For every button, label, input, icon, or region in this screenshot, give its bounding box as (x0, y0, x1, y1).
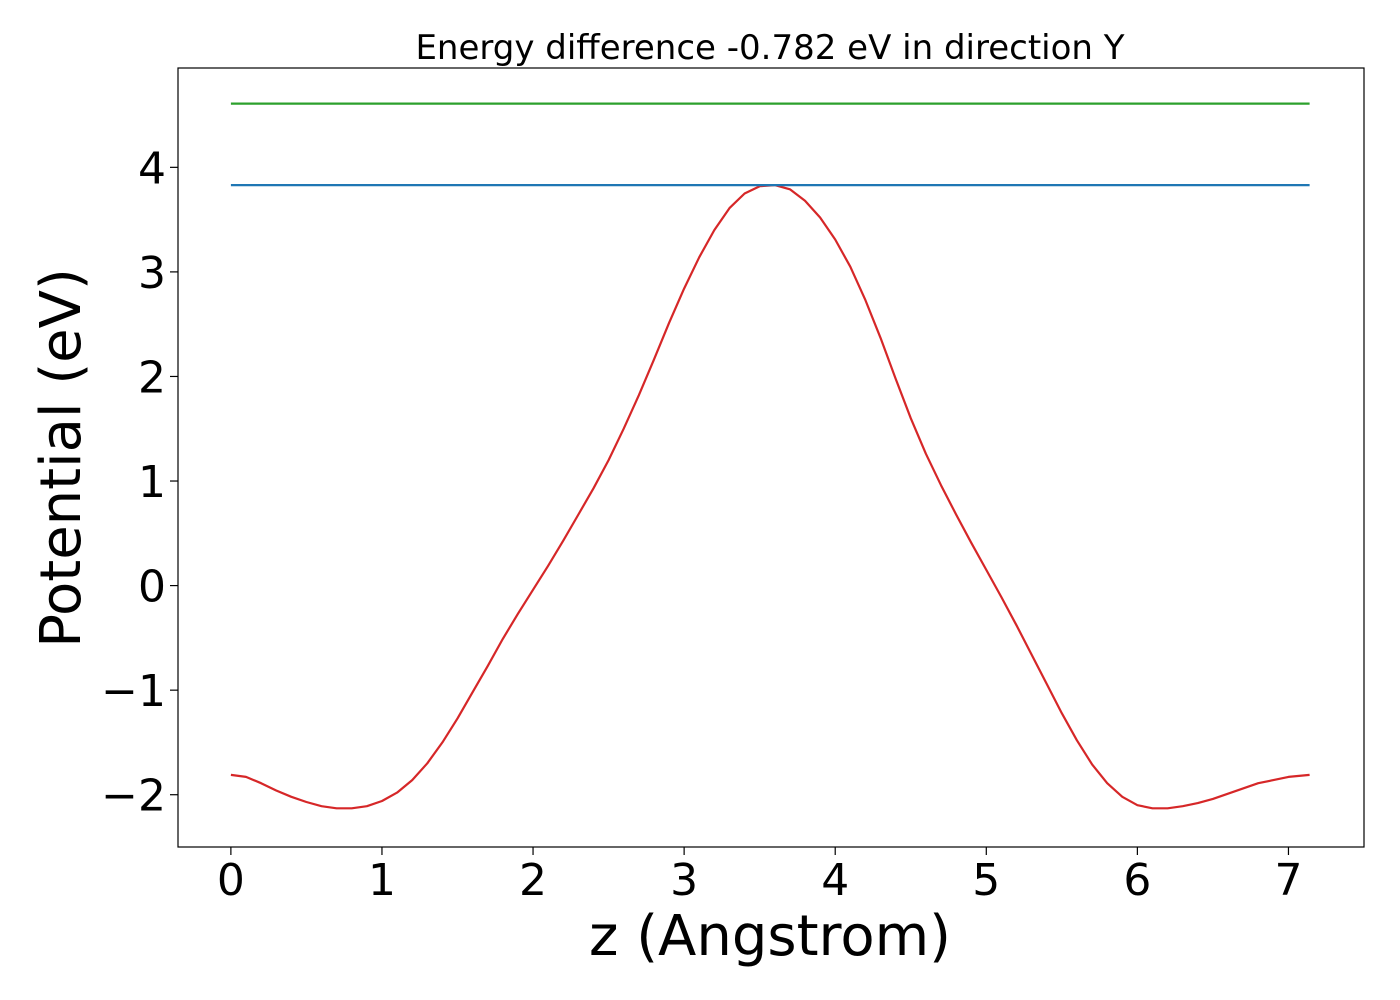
y-axis-label: Potential (eV) (29, 268, 94, 648)
y-tick-label: 1 (138, 457, 166, 508)
x-tick-label: 1 (368, 855, 396, 906)
y-tick-label: 2 (138, 352, 166, 403)
series-layer (230, 102, 1310, 810)
x-tick-label: 0 (217, 855, 245, 906)
x-tick-label: 6 (1123, 855, 1151, 906)
plot-frame (177, 67, 1365, 848)
x-tick-label: 4 (821, 855, 849, 906)
x-axis-label: z (Angstrom) (589, 904, 951, 969)
x-tick-label: 7 (1274, 855, 1302, 906)
y-tick-label: −2 (101, 771, 166, 822)
chart-title: Energy difference -0.782 eV in direction… (415, 28, 1124, 68)
series-line-0 (230, 184, 1310, 810)
x-tick-label: 5 (972, 855, 1000, 906)
y-axis-ticks: −2 −1 0 1 2 3 4 (101, 143, 178, 822)
y-tick-label: 0 (138, 562, 166, 613)
y-tick-label: 3 (138, 248, 166, 299)
x-axis-ticks: 0 1 2 3 4 5 6 7 (217, 847, 1302, 906)
x-tick-label: 3 (670, 855, 698, 906)
y-tick-label: −1 (101, 666, 166, 717)
x-tick-label: 2 (519, 855, 547, 906)
y-tick-label: 4 (138, 143, 166, 194)
